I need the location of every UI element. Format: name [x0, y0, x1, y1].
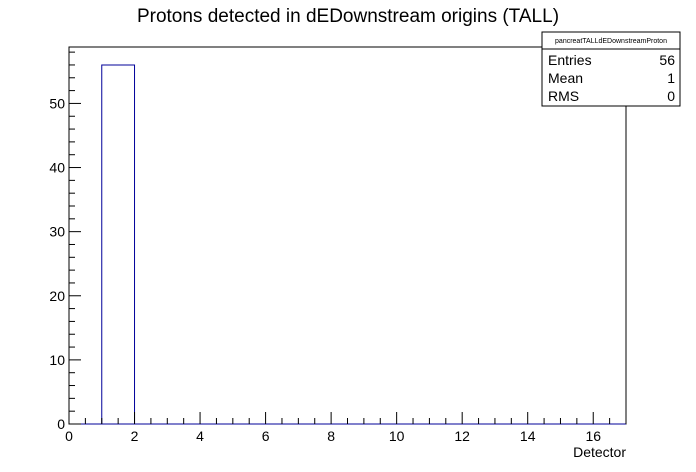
y-tick-label: 10	[49, 352, 65, 368]
x-axis: 0 2 4 6 8 10 12 14 16	[65, 412, 627, 444]
y-tick-label: 40	[49, 160, 65, 176]
y-axis: 0 10 20 30 40 50	[49, 51, 81, 432]
x-tick-label: 16	[585, 428, 601, 444]
x-tick-label: 8	[327, 428, 335, 444]
y-tick-label: 50	[49, 95, 65, 111]
y-tick-label: 0	[57, 416, 65, 432]
stats-entries-label: Entries	[548, 52, 592, 68]
x-tick-label: 12	[454, 428, 470, 444]
y-tick-label: 20	[49, 288, 65, 304]
x-tick-label: 0	[65, 428, 73, 444]
y-tick-label: 30	[49, 224, 65, 240]
chart-title: Protons detected in dEDownstream origins…	[137, 6, 559, 27]
stats-box: pancreatTALLdEDownstreamProton Entries 5…	[541, 31, 681, 107]
stats-box-name: pancreatTALLdEDownstreamProton	[555, 38, 667, 45]
x-tick-label: 6	[262, 428, 270, 444]
stats-box-frame	[541, 31, 681, 107]
stats-mean-value: 1	[667, 70, 675, 86]
stats-rms-value: 0	[667, 88, 675, 104]
x-tick-label: 10	[389, 428, 405, 444]
x-axis-label: Detector	[573, 444, 626, 460]
x-tick-label: 4	[196, 428, 204, 444]
stats-entries-value: 56	[659, 52, 675, 68]
histogram-bars	[69, 64, 626, 425]
stats-rms-label: RMS	[548, 88, 579, 104]
x-tick-label: 14	[520, 428, 536, 444]
stats-mean-label: Mean	[548, 70, 583, 86]
x-tick-label: 2	[131, 428, 139, 444]
histogram-bar-0	[101, 64, 136, 424]
